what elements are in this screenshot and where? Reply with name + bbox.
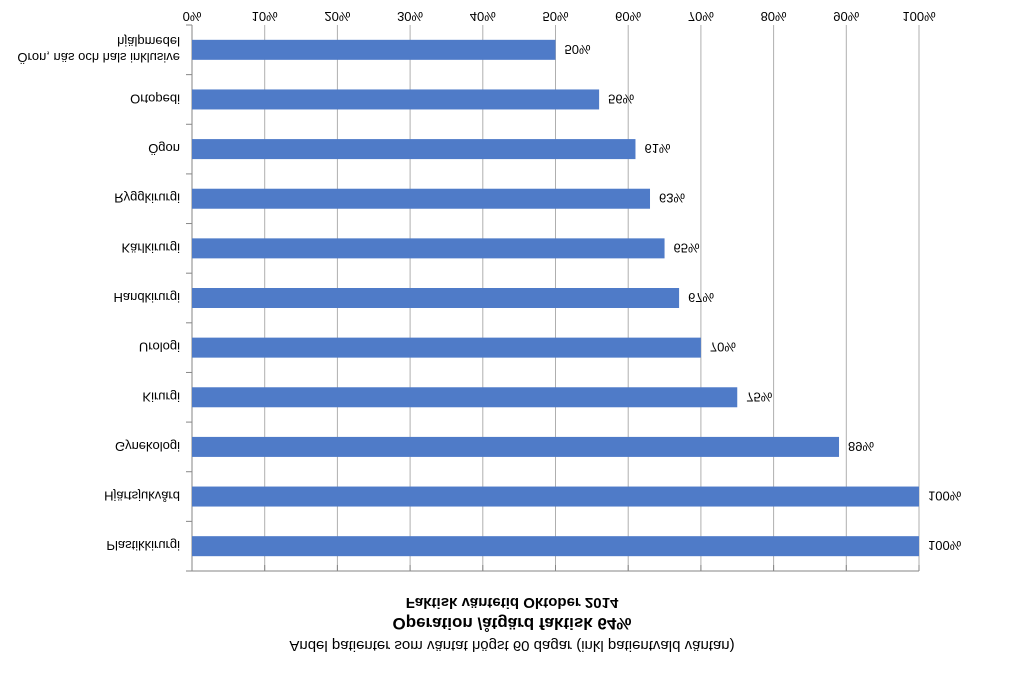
data-label: 100% <box>928 489 962 504</box>
category-label: hjälpmedel <box>117 34 180 49</box>
x-tick-label: 20% <box>324 9 350 24</box>
x-tick-label: 10% <box>252 9 278 24</box>
category-label: Ögon <box>148 141 180 156</box>
data-label: 70% <box>710 340 736 355</box>
bar <box>192 387 738 408</box>
data-label: 50% <box>565 42 591 57</box>
category-label: Urologi <box>139 340 180 355</box>
category-label: Hjärtsjukvård <box>104 489 180 504</box>
x-tick-label: 90% <box>833 9 859 24</box>
category-label: Ryggkirurgi <box>114 191 180 206</box>
bar <box>192 436 840 457</box>
chart-subtitle: Faktisk väntetid Oktober 2014 <box>405 594 619 611</box>
bar <box>192 486 919 507</box>
data-label: 100% <box>928 538 962 553</box>
bar <box>192 337 701 358</box>
bar <box>192 89 600 110</box>
x-tick-label: 80% <box>761 9 787 24</box>
x-tick-label: 30% <box>397 9 423 24</box>
chart-title: Operation /åtgärd faktisk 64% <box>392 614 632 633</box>
x-tick-label: 40% <box>470 9 496 24</box>
x-tick-label: 50% <box>542 9 568 24</box>
data-label: 89% <box>848 439 874 454</box>
bar <box>192 188 651 209</box>
category-label: Gynekologi <box>115 439 180 454</box>
category-label: Ortopedi <box>130 91 180 106</box>
bar <box>192 139 636 160</box>
bar <box>192 238 665 259</box>
x-tick-label: 70% <box>688 9 714 24</box>
data-label: 56% <box>608 91 634 106</box>
category-label: Plastikkirurgi <box>106 538 180 553</box>
category-label: Kärlkirurgi <box>121 240 180 255</box>
bar <box>192 39 556 60</box>
x-axis-label: Andel patienter som väntat högst 60 daga… <box>289 637 735 654</box>
data-label: 67% <box>688 290 714 305</box>
x-tick-label: 100% <box>902 9 936 24</box>
category-label: Öron, näs och hals inklusive <box>17 50 180 65</box>
data-label: 61% <box>644 141 670 156</box>
data-label: 75% <box>746 389 772 404</box>
bar <box>192 288 680 308</box>
category-label: Kirurgi <box>142 389 180 404</box>
data-label: 63% <box>659 191 685 206</box>
x-tick-label: 60% <box>615 9 641 24</box>
category-label: Handkirurgi <box>114 290 181 305</box>
x-tick-label: 0% <box>183 9 202 24</box>
bar <box>192 536 919 557</box>
data-label: 65% <box>674 240 700 255</box>
